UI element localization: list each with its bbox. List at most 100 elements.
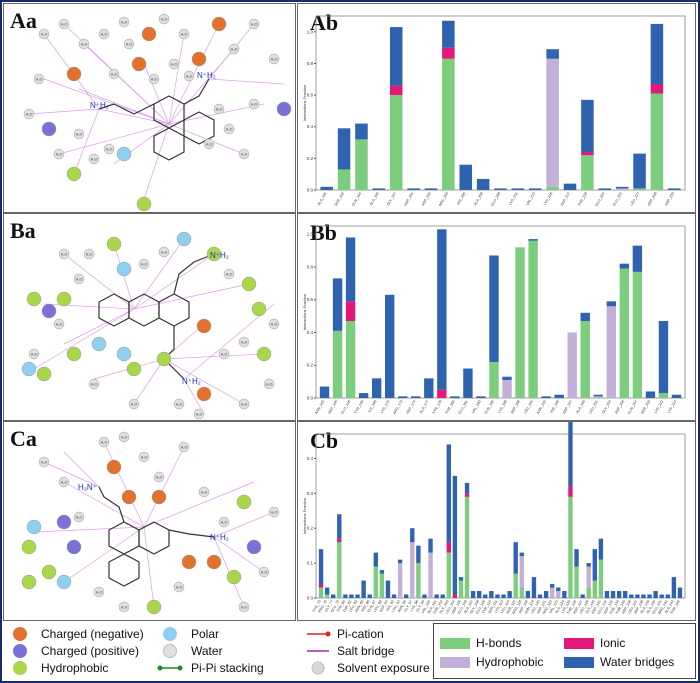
bar-segment-water-bridges <box>633 153 646 189</box>
x-tick-label: ASP_121 <box>536 600 547 615</box>
bar-segment-ionic <box>389 85 403 96</box>
bar-segment-h-bonds <box>458 580 464 598</box>
water-node <box>223 268 235 280</box>
x-tick-label: GLN_193 <box>351 192 362 207</box>
x-tick-label: VAL_183 <box>471 400 482 415</box>
water-node <box>58 476 70 488</box>
x-tick-label: ASP_133 <box>603 600 614 615</box>
solvent-exposure-swatch <box>311 661 325 675</box>
bar-segment-water-bridges <box>391 594 397 598</box>
residue-node <box>91 336 107 352</box>
ligand-diagram-aa: H₂O H₂O H₂O H₂O H₂O H₂O H₂O H₂O H₂O H₂O H₂O H₂O H₂O H… <box>23 13 292 212</box>
ligand-diagram-ba: H₂O H₂O H₂O H₂O H₂O H₂O H₂O H₂O H₂O H₂O H₂O H₂O H₂O H… <box>21 231 280 420</box>
bar-segment-water-bridges <box>593 394 603 397</box>
water-node <box>53 148 65 160</box>
residue-node <box>241 276 257 292</box>
water-label: H₂O <box>121 436 128 440</box>
bar-segment-water-bridges <box>459 164 472 190</box>
water-node <box>168 58 180 70</box>
x-tick-label: ILE_168 <box>367 400 377 414</box>
water-label: H₂O <box>111 73 118 77</box>
water-node <box>238 398 250 410</box>
water-label: H₂O <box>216 108 223 112</box>
residue-node <box>66 66 82 82</box>
water-label: H₂O <box>101 441 108 445</box>
residue-node <box>21 539 37 555</box>
water-node <box>158 246 170 258</box>
x-tick-label: GLU_222 <box>612 192 623 207</box>
residue-node <box>226 569 242 585</box>
bar-segment-ionic <box>452 594 458 598</box>
bar-segment-hydrophobic <box>567 332 577 398</box>
legend-solvent-exposure: Solvent exposure <box>337 661 430 675</box>
x-tick-label: ASP_188 <box>510 400 521 415</box>
legend-hydrophobic-bar: Hydrophobic <box>476 655 544 669</box>
x-tick-label: GLU_79 <box>330 600 340 614</box>
water-node <box>258 566 270 578</box>
bar-segment-water-bridges <box>511 188 525 190</box>
water-label: H₂O <box>161 18 168 22</box>
bar-segment-water-bridges <box>389 27 403 86</box>
bar-segment-water-bridges <box>574 549 579 567</box>
water-node <box>268 318 280 330</box>
bar-segment-h-bonds <box>464 496 470 598</box>
bar-segment-hydrophobic <box>606 306 616 398</box>
bar-segment-ionic <box>581 152 594 156</box>
bar-segment-h-bonds <box>324 594 330 598</box>
x-tick-label: GLU_208 <box>490 192 501 207</box>
x-tick-label: ARG_116 <box>511 599 522 614</box>
x-tick-label: GLU_106 <box>457 600 468 615</box>
bar-segment-water-bridges <box>398 396 408 398</box>
panel-label-bb: Bb <box>310 220 337 245</box>
bar-segment-water-bridges <box>668 188 681 190</box>
bar-segment-water-bridges <box>476 178 490 190</box>
bar-segment-h-bonds <box>519 587 524 598</box>
panel-ba: Ba H₂O H₂O H₂O H₂O H₂O H₂O H₂O H₂O H₂O H₂O H₂O H₂O H… <box>3 213 296 421</box>
water-label: H₂O <box>81 43 88 47</box>
x-tick-label: ASP_202 <box>421 192 432 207</box>
residue-node <box>196 386 212 402</box>
water-label: H₂O <box>196 413 203 417</box>
water-node <box>148 73 160 85</box>
bar-segment-h-bonds <box>373 566 378 598</box>
bar-segment-water-bridges <box>355 123 368 140</box>
x-tick-label: VAL_213 <box>525 192 536 207</box>
x-tick-label: GLU_141 <box>651 600 662 615</box>
bar-segment-water-bridges <box>470 591 476 598</box>
bar-segment-water-bridges <box>464 482 470 494</box>
water-node <box>38 456 50 468</box>
water-label: H₂O <box>61 23 68 27</box>
water-label: H₂O <box>101 33 108 37</box>
x-tick-label: TYR_110 <box>481 600 492 615</box>
residue-node <box>116 346 132 362</box>
water-node <box>138 451 150 463</box>
legend-pi-pi-stacking: Pi-Pi stacking <box>191 661 264 675</box>
bar-segment-water-bridges <box>653 591 658 598</box>
water-node <box>173 398 185 410</box>
y-tick-label: 0.6 <box>307 93 314 98</box>
water-node <box>173 581 185 593</box>
x-tick-label: THR_126 <box>566 600 577 615</box>
x-tick-label: GLN_207 <box>627 400 638 415</box>
x-tick-label: ASP_206 <box>614 400 625 415</box>
water-label: H₂O <box>271 511 278 515</box>
residue-node <box>146 599 162 615</box>
bar-segment-water-bridges <box>434 594 439 598</box>
panel-label-cb: Cb <box>310 428 339 453</box>
bar-segment-h-bonds <box>598 559 604 598</box>
polar-swatch <box>163 627 177 641</box>
legend-h-bonds: H-bonds <box>476 636 522 650</box>
residue-node <box>116 146 132 162</box>
water-node <box>248 18 260 30</box>
bar-segment-water-bridges <box>645 391 656 398</box>
bar-segment-water-bridges <box>379 570 385 574</box>
residue-node <box>26 291 42 307</box>
y-tick-label: 0.2 <box>307 526 314 531</box>
x-tick-label: ALA_177 <box>419 400 430 415</box>
bar-segment-water-bridges <box>580 312 590 322</box>
bar-segment-water-bridges <box>528 239 538 241</box>
bar-segment-water-bridges <box>331 594 336 598</box>
x-tick-label: THR_82 <box>342 600 352 614</box>
residue-node <box>126 361 142 377</box>
bar-segment-water-bridges <box>318 549 324 585</box>
